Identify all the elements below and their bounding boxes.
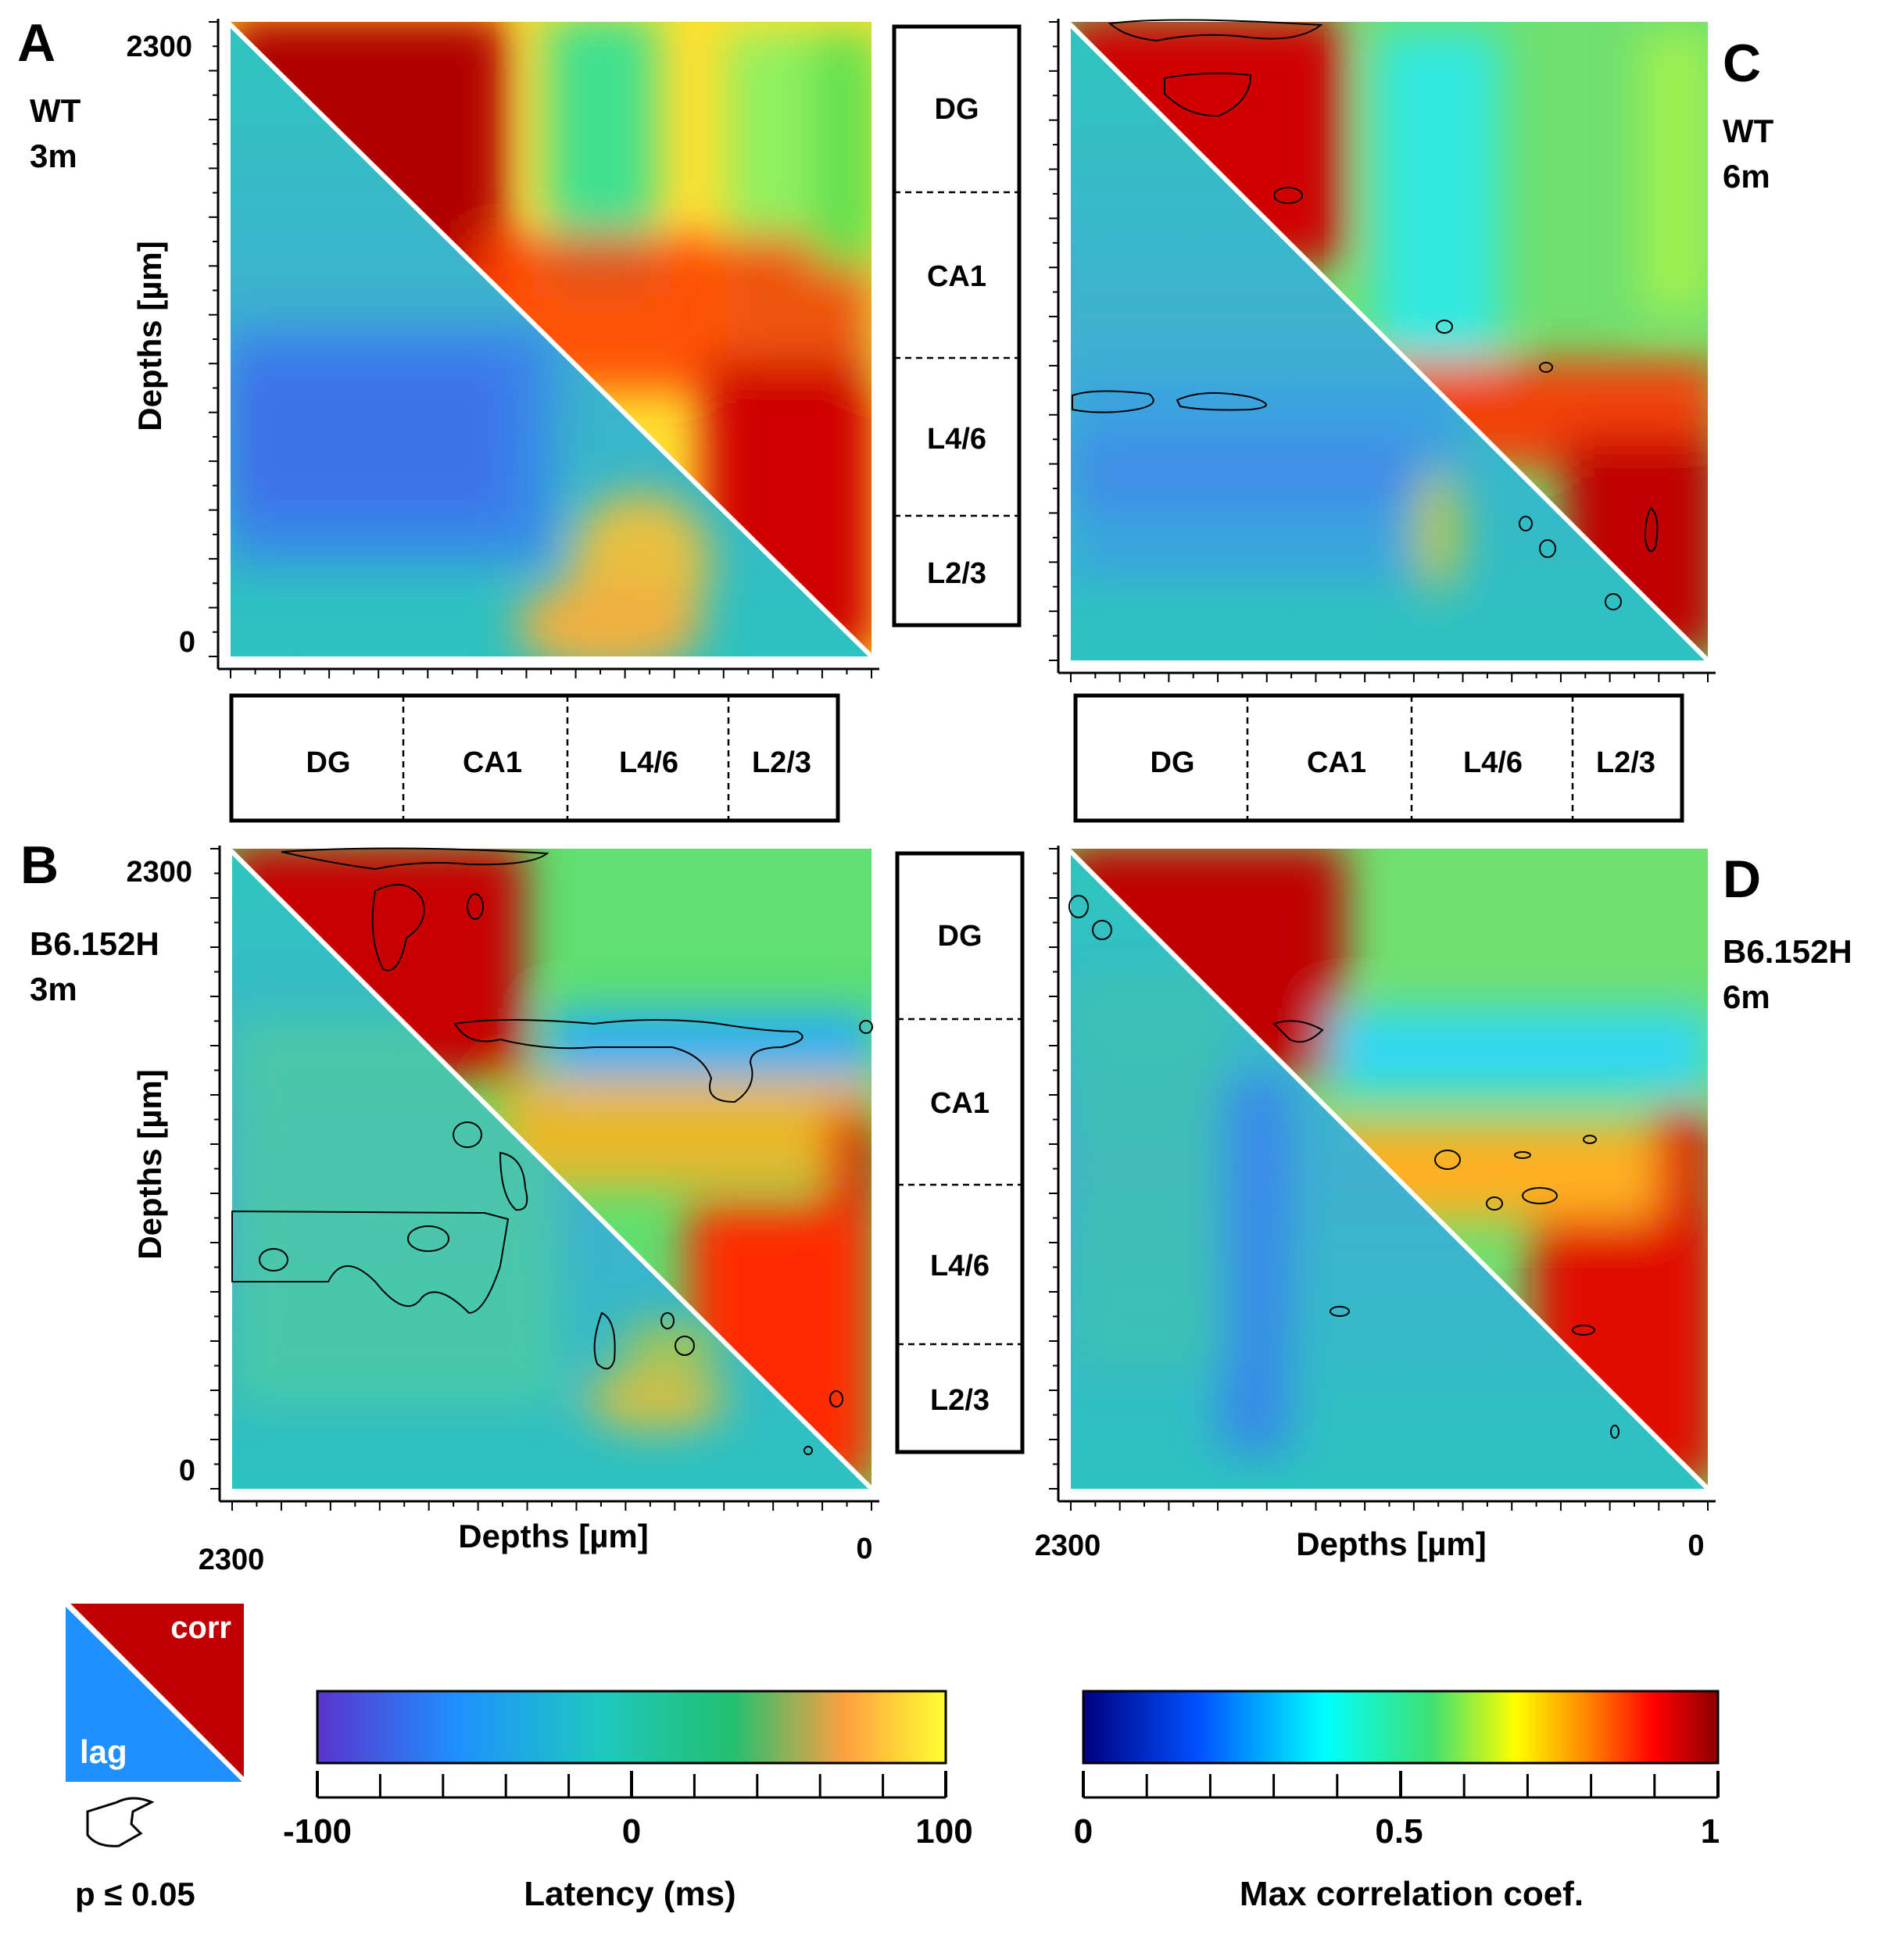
region-label-ca1: CA1 xyxy=(463,746,522,779)
latency-tick-max: 100 xyxy=(915,1812,972,1851)
latency-colorbar-ticks xyxy=(316,1771,947,1799)
region-box-horizontal-right: DG CA1 L4/6 L2/3 xyxy=(1073,693,1684,823)
y-tick-min-a: 0 xyxy=(179,626,195,659)
heatmap-panel-c xyxy=(1068,19,1710,663)
panel-a-age: 3m xyxy=(30,138,77,174)
x-axis-title-b: Depths [µm] xyxy=(458,1518,649,1554)
region-label-ca1: CA1 xyxy=(930,1087,990,1120)
panel-letter-b: B xyxy=(20,835,59,895)
region-label-l23: L2/3 xyxy=(752,746,811,779)
panel-b-age: 3m xyxy=(30,971,77,1007)
region-box-vertical-bottom: DG CA1 L4/6 L2/3 xyxy=(895,851,1025,1454)
y-tick-max-b: 2300 xyxy=(126,856,192,889)
region-label-ca1: CA1 xyxy=(927,260,986,293)
latency-colorbar-gradient xyxy=(316,1690,947,1765)
legend-corr-label: corr xyxy=(170,1611,231,1645)
correlation-tick-min: 0 xyxy=(1074,1812,1093,1851)
correlation-colorbar: 0 0.5 1 Max correlation coef. xyxy=(1074,1690,1720,1913)
panel-letter-d: D xyxy=(1723,849,1761,909)
y-axis-title-a: Depths [µm] xyxy=(131,241,168,431)
panel-d-age: 6m xyxy=(1723,978,1770,1015)
region-label-l46: L4/6 xyxy=(930,1250,990,1282)
latency-colorbar-title: Latency (ms) xyxy=(524,1875,735,1913)
panel-c-age: 6m xyxy=(1723,158,1770,195)
region-label-l23: L2/3 xyxy=(930,1384,990,1417)
x-tick-min-d: 0 xyxy=(1687,1529,1704,1562)
legend-lag-triangle xyxy=(66,1607,242,1782)
significance-contours-d xyxy=(1068,895,1619,1439)
y-tick-max-a: 2300 xyxy=(126,30,192,63)
panel-letter-a: A xyxy=(17,13,55,73)
panel-b-genotype: B6.152H xyxy=(30,925,159,962)
region-label-l23: L2/3 xyxy=(1596,746,1655,779)
x-tick-min-b: 0 xyxy=(856,1533,872,1565)
significance-contour-icon xyxy=(86,1797,155,1847)
region-label-ca1: CA1 xyxy=(1307,746,1366,779)
panel-d-genotype: B6.152H xyxy=(1723,933,1852,970)
legend-lag-label: lag xyxy=(80,1733,127,1770)
latency-tick-mid: 0 xyxy=(622,1812,641,1851)
x-tick-max-b: 2300 xyxy=(199,1543,265,1576)
y-axis-title-b: Depths [µm] xyxy=(131,1069,168,1260)
latency-colorbar: -100 0 100 Latency (ms) xyxy=(283,1690,973,1913)
region-box-horizontal-left: DG CA1 L4/6 L2/3 xyxy=(229,693,840,823)
panel-a-genotype: WT xyxy=(30,92,81,129)
region-label-l46: L4/6 xyxy=(927,423,986,456)
x-axis-title-d: Depths [µm] xyxy=(1296,1525,1487,1562)
region-box-vertical-top: DG CA1 L4/6 L2/3 xyxy=(892,24,1022,628)
correlation-tick-mid: 0.5 xyxy=(1375,1812,1423,1851)
y-tick-min-b: 0 xyxy=(179,1454,195,1487)
region-label-dg: DG xyxy=(935,93,979,126)
correlation-colorbar-ticks xyxy=(1082,1771,1720,1799)
region-label-dg: DG xyxy=(1151,746,1195,779)
region-label-dg: DG xyxy=(938,920,982,953)
significance-contours-c xyxy=(1072,19,1659,610)
region-label-l23: L2/3 xyxy=(927,557,986,590)
legend-p-value: p ≤ 0.05 xyxy=(75,1876,195,1912)
latency-tick-min: -100 xyxy=(283,1812,352,1851)
panel-c-genotype: WT xyxy=(1723,113,1774,149)
axes-layer xyxy=(209,19,1716,1511)
x-tick-max-d: 2300 xyxy=(1035,1529,1101,1562)
significance-contours-b xyxy=(231,847,873,1455)
correlation-tick-max: 1 xyxy=(1701,1812,1720,1851)
region-label-l46: L4/6 xyxy=(619,746,678,779)
correlation-colorbar-gradient xyxy=(1082,1690,1720,1765)
correlation-colorbar-title: Max correlation coef. xyxy=(1240,1875,1584,1913)
region-label-dg: DG xyxy=(306,746,351,779)
region-label-l46: L4/6 xyxy=(1463,746,1523,779)
panel-letter-c: C xyxy=(1723,34,1761,93)
corr-lag-legend: corr lag xyxy=(65,1601,246,1783)
heatmap-panel-a xyxy=(228,22,874,659)
heatmap-panel-d xyxy=(1068,849,1710,1491)
heatmap-panel-b xyxy=(230,847,874,1491)
